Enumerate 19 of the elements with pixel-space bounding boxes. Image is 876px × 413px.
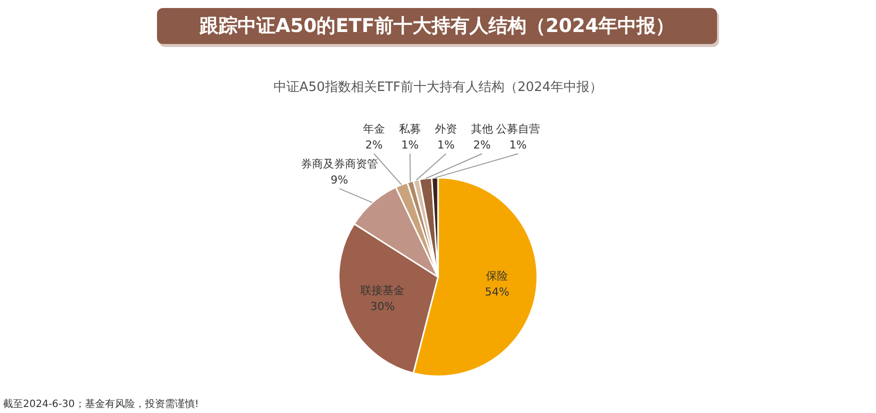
slice-label: 券商及券商资管 bbox=[300, 157, 378, 170]
chart-subtitle: 中证A50指数相关ETF前十大持有人结构（2024年中报） bbox=[272, 79, 604, 96]
slice-label: 其他 bbox=[471, 122, 493, 136]
data-label: 9% bbox=[330, 173, 348, 186]
slice-label: 年金 bbox=[363, 122, 385, 136]
data-label: 2% bbox=[365, 138, 383, 152]
data-label: 1% bbox=[401, 138, 419, 152]
slice-label: 联接基金 bbox=[360, 284, 405, 297]
slice-label: 外资 bbox=[435, 122, 457, 136]
data-label: 30% bbox=[370, 300, 395, 313]
data-label: 1% bbox=[509, 138, 527, 152]
slice-label: 公募自营 bbox=[496, 122, 540, 136]
data-label: 54% bbox=[484, 285, 510, 298]
text: 截至2024-6-30；基金有风险，投资需谨慎! bbox=[3, 398, 199, 411]
data-label: 2% bbox=[473, 138, 491, 152]
chart-title: 跟踪中证A50的ETF前十大持有人结构（2024年中报） bbox=[157, 8, 717, 44]
data-label: 1% bbox=[437, 138, 455, 152]
slice-label: 私募 bbox=[399, 122, 421, 136]
slice-label: 保险 bbox=[486, 269, 508, 282]
